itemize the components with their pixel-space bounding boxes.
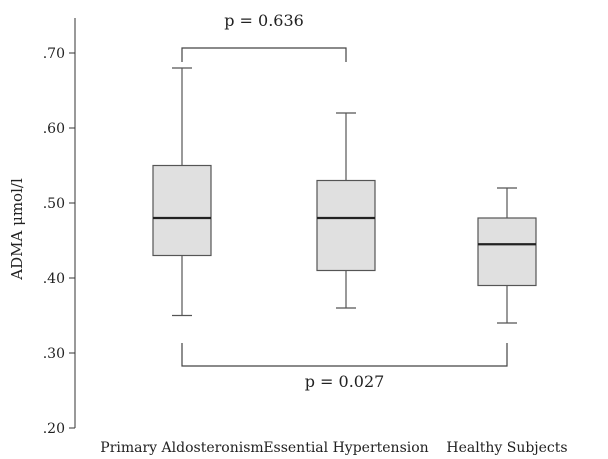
bracket xyxy=(181,47,347,62)
x-category-label: Essential Hypertension xyxy=(263,440,428,456)
p-value-label: p = 0.636 xyxy=(224,11,304,30)
box-1 xyxy=(152,67,212,317)
bracket xyxy=(181,343,508,367)
annotation-2: p = 0.027 xyxy=(181,343,508,391)
y-tick-label: .60 xyxy=(43,121,65,137)
y-tick-label: .30 xyxy=(43,346,65,362)
significance-annotations: p = 0.636 p = 0.027 xyxy=(181,11,508,391)
x-category-label: Primary Aldosteronism xyxy=(100,440,263,456)
p-value-label: p = 0.027 xyxy=(305,372,385,391)
iqr-box xyxy=(477,217,537,287)
x-tick-labels: Primary Aldosteronism Essential Hypertens… xyxy=(100,440,567,456)
y-tick-label: .50 xyxy=(43,196,65,212)
annotation-1: p = 0.636 xyxy=(181,11,347,62)
box-2 xyxy=(316,112,376,309)
axes: ADMA μmol/l xyxy=(8,18,76,428)
box-3 xyxy=(477,187,537,324)
box-series xyxy=(152,67,537,324)
y-axis-title: ADMA μmol/l xyxy=(8,178,26,281)
y-ticks: .20 .30 .40 .50 .60 .70 xyxy=(43,46,75,437)
y-tick-label: .20 xyxy=(43,421,65,437)
y-tick-label: .70 xyxy=(43,46,65,62)
iqr-box xyxy=(152,164,212,257)
iqr-box xyxy=(316,179,376,272)
x-category-label: Healthy Subjects xyxy=(446,440,567,456)
y-tick-label: .40 xyxy=(43,271,65,287)
